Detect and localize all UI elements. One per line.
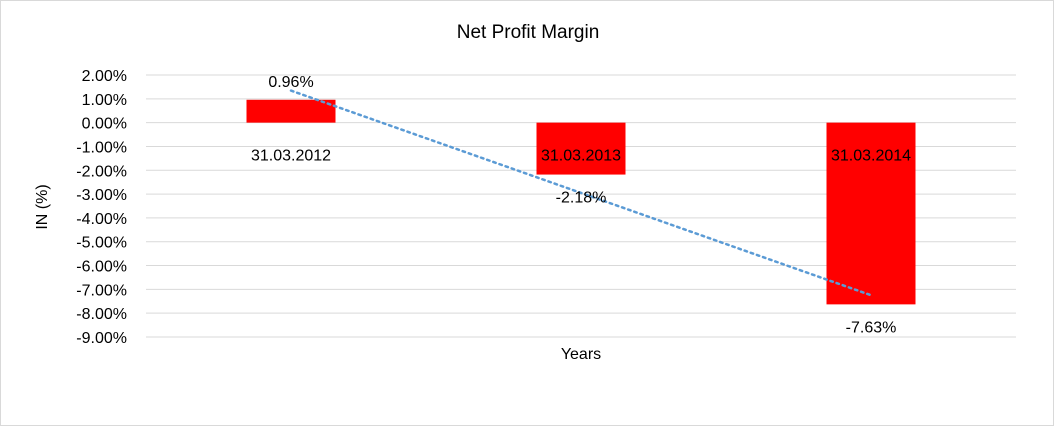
bar <box>826 122 916 305</box>
category-label: 31.03.2013 <box>541 148 621 165</box>
y-tick-label: -7.00% <box>76 282 127 299</box>
y-tick-label: -9.00% <box>76 330 127 347</box>
data-label: 0.96% <box>268 74 313 91</box>
x-axis-label: Years <box>561 346 601 363</box>
y-tick-label: -4.00% <box>76 211 127 228</box>
y-tick-label: -5.00% <box>76 235 127 252</box>
data-label: -7.63% <box>846 319 897 336</box>
chart-title: Net Profit Margin <box>457 22 600 43</box>
y-tick-label: -1.00% <box>76 139 127 156</box>
y-axis-label: IN (%) <box>34 184 51 229</box>
y-tick-label: -8.00% <box>76 306 127 323</box>
category-label: 31.03.2014 <box>831 148 911 165</box>
bar <box>246 99 336 123</box>
trendline <box>289 89 873 297</box>
y-tick-label: 0.00% <box>82 116 127 133</box>
y-tick-label: -6.00% <box>76 259 127 276</box>
bar <box>536 122 626 175</box>
category-label: 31.03.2012 <box>251 148 331 165</box>
data-label: -2.18% <box>556 190 607 207</box>
y-tick-label: -3.00% <box>76 187 127 204</box>
y-tick-label: -2.00% <box>76 163 127 180</box>
y-tick-label: 1.00% <box>82 92 127 109</box>
y-tick-label: 2.00% <box>82 68 127 85</box>
